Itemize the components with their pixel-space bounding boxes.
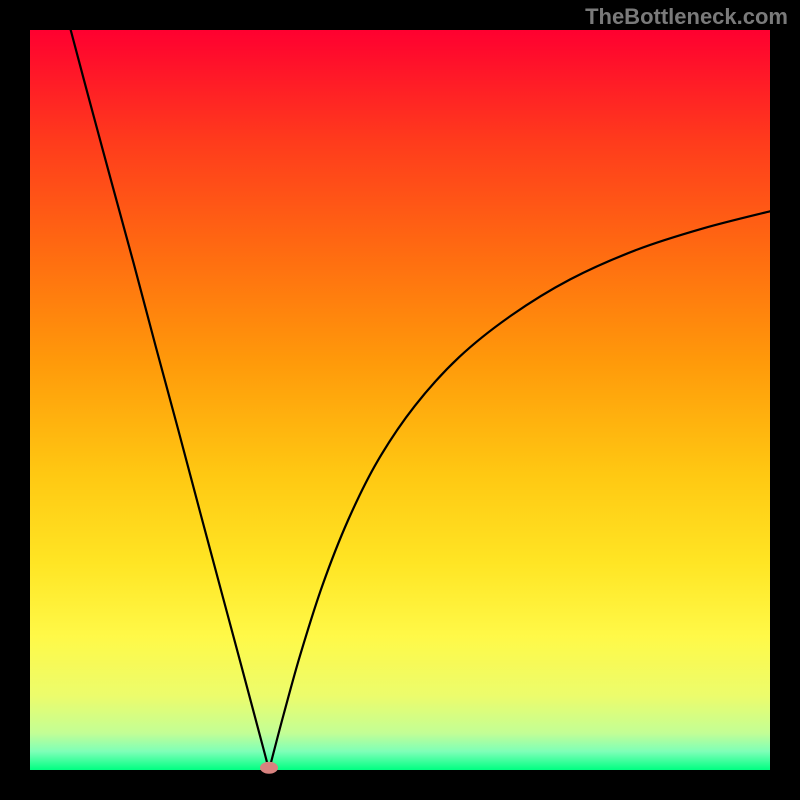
- watermark-text: TheBottleneck.com: [585, 4, 788, 30]
- plot-background: [30, 30, 770, 770]
- minimum-marker: [260, 762, 278, 774]
- chart-svg: [0, 0, 800, 800]
- bottleneck-chart: TheBottleneck.com: [0, 0, 800, 800]
